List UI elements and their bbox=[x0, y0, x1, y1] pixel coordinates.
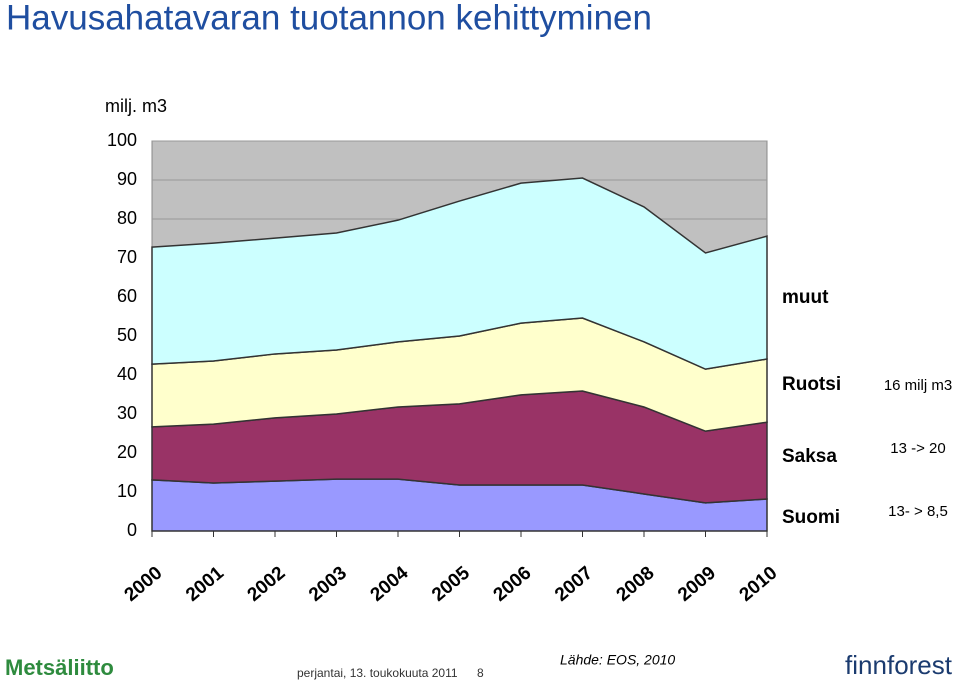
y-tick-label: 60 bbox=[117, 286, 137, 306]
legend-label: Saksa bbox=[782, 446, 837, 467]
x-tick-label: 2010 bbox=[736, 563, 782, 606]
footer-date: perjantai, 13. toukokuuta 2011 bbox=[297, 666, 458, 680]
x-tick-label: 2004 bbox=[367, 562, 413, 606]
x-tick-label: 2001 bbox=[182, 562, 228, 606]
y-axis-label: milj. m3 bbox=[105, 96, 167, 116]
annotation: 13 -> 20 bbox=[890, 440, 945, 457]
x-tick-label: 2008 bbox=[613, 563, 659, 606]
y-tick-label: 40 bbox=[117, 364, 137, 384]
y-tick-label: 20 bbox=[117, 442, 137, 462]
legend-label: Ruotsi bbox=[782, 374, 841, 395]
logo-left: Metsäliitto bbox=[5, 655, 114, 680]
legend-label: Suomi bbox=[782, 507, 840, 528]
y-tick-label: 10 bbox=[117, 481, 137, 501]
y-tick-label: 30 bbox=[117, 403, 137, 423]
area bbox=[151, 177, 768, 370]
chart-title: Havusahatavaran tuotannon kehittyminen bbox=[6, 0, 652, 37]
y-tick-label: 0 bbox=[127, 520, 137, 540]
x-tick-label: 2006 bbox=[490, 563, 536, 606]
x-tick-label: 2003 bbox=[305, 563, 351, 606]
legend-label: muut bbox=[782, 287, 829, 308]
y-tick-label: 90 bbox=[117, 169, 137, 189]
y-tick-label: 80 bbox=[117, 208, 137, 228]
x-tick-label: 2007 bbox=[551, 563, 597, 606]
footer-page: 8 bbox=[477, 666, 484, 680]
x-tick-label: 2000 bbox=[121, 563, 167, 606]
y-tick-label: 70 bbox=[117, 247, 137, 267]
x-tick-label: 2005 bbox=[428, 562, 474, 606]
y-tick-label: 100 bbox=[107, 130, 137, 150]
x-tick-label: 2002 bbox=[244, 563, 290, 606]
annotation: 16 milj m3 bbox=[884, 377, 952, 394]
logo-right: finnforest bbox=[845, 650, 953, 680]
x-tick-label: 2009 bbox=[674, 563, 720, 606]
y-tick-label: 50 bbox=[117, 325, 137, 345]
annotation: 13- > 8,5 bbox=[888, 503, 948, 520]
footer-source: Lähde: EOS, 2010 bbox=[560, 652, 675, 668]
